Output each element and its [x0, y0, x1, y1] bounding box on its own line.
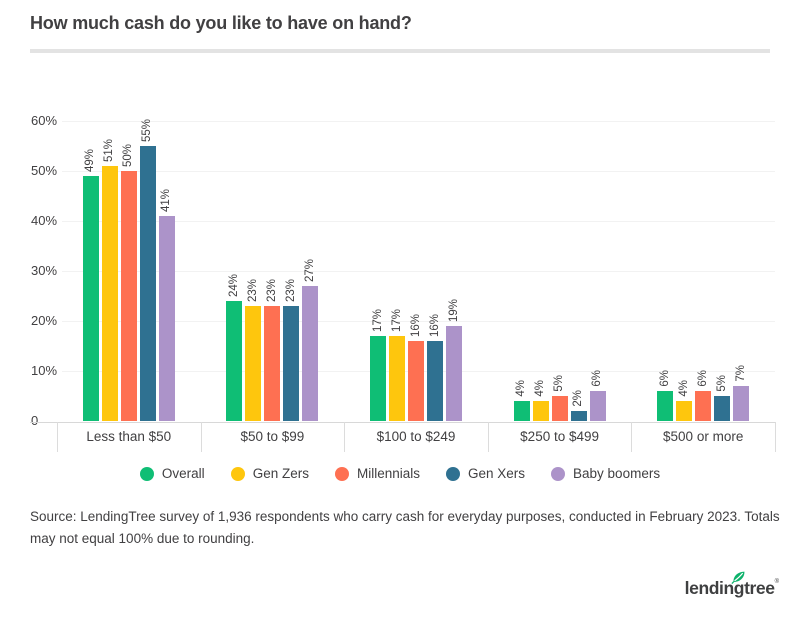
bar-value-label: 6%	[696, 370, 709, 387]
legend-swatch-icon	[446, 466, 460, 481]
bar-value-label: 17%	[371, 308, 384, 332]
category-divider	[631, 422, 633, 452]
bar-value-label: 5%	[553, 375, 566, 392]
gridline	[62, 121, 775, 122]
y-tick-label: 40%	[31, 213, 58, 228]
category-label: $250 to $499	[520, 429, 599, 444]
bar-baby-boomers	[589, 391, 606, 421]
y-tick-label: 30%	[31, 263, 58, 278]
bar-value-label: 7%	[734, 365, 747, 382]
bar-value-label: 4%	[534, 380, 547, 397]
bar-overall	[370, 336, 386, 421]
bar-value-label: 23%	[265, 278, 278, 302]
legend-item-gen-xers: Gen Xers	[446, 466, 525, 481]
bar-value-label: 55%	[141, 118, 154, 142]
bar-baby-boomers	[302, 286, 319, 421]
legend-swatch-icon	[551, 466, 566, 481]
legend-label: Overall	[161, 466, 205, 481]
bar-value-label: 51%	[103, 138, 116, 162]
bar-gen-zers	[245, 306, 262, 421]
legend-label: Gen Xers	[468, 466, 526, 481]
legend-label: Gen Zers	[252, 466, 309, 481]
source-note: Source: LendingTree survey of 1,936 resp…	[30, 509, 780, 546]
bar-value-label: 6%	[591, 370, 604, 387]
y-tick-label: 60%	[31, 113, 58, 128]
category-label: $500 or more	[663, 429, 744, 444]
legend: Overall Gen Zers Millennials Gen Xers Baby b…	[0, 466, 800, 481]
bar-value-label: 16%	[428, 313, 441, 337]
bar-baby-boomers	[733, 386, 750, 421]
bar-value-label: 4%	[515, 380, 528, 397]
legend-item-gen-zers: Gen Zers	[230, 466, 309, 481]
bar-value-label: 16%	[409, 313, 422, 337]
chart-title: How much cash do you like to have on han…	[30, 13, 412, 33]
bar-millennials	[695, 391, 712, 421]
gridline	[62, 171, 775, 172]
bar-gen-zers	[532, 401, 549, 421]
bar-overall	[226, 301, 243, 421]
gridline	[62, 221, 775, 222]
y-tick-label: 0	[31, 413, 39, 428]
bar-overall	[82, 176, 99, 421]
bar-gen-zers	[676, 401, 693, 421]
legend-item-overall: Overall	[139, 466, 205, 481]
logo-trademark: ®	[774, 579, 779, 585]
bar-value-label: 23%	[246, 278, 259, 302]
category-label: $50 to $99	[240, 429, 305, 444]
bar-gen-xers	[427, 341, 443, 421]
bar-millennials	[264, 306, 281, 421]
category-label: Less than $50	[86, 429, 172, 444]
legend-item-baby-boomers: Baby boomers	[551, 466, 660, 481]
category-divider	[57, 422, 58, 452]
y-tick-label: 20%	[31, 313, 58, 328]
bar-gen-xers	[139, 146, 156, 421]
bar-value-label: 2%	[572, 390, 585, 407]
category-label: $100 to $249	[376, 429, 456, 444]
bar-value-label: 50%	[122, 143, 135, 167]
leaf-icon	[731, 571, 745, 584]
bar-value-label: 41%	[160, 188, 173, 212]
legend-swatch-icon	[334, 466, 349, 481]
bar-value-label: 49%	[84, 148, 97, 172]
legend-label: Baby boomers	[573, 466, 661, 481]
gridline	[62, 321, 775, 322]
bar-overall	[657, 391, 674, 421]
title-divider	[30, 49, 770, 53]
bar-baby-boomers	[158, 216, 175, 421]
legend-label: Millennials	[356, 466, 420, 481]
x-axis-line	[30, 422, 775, 423]
bar-gen-xers	[570, 411, 587, 421]
logo-text: lendingtree	[684, 578, 775, 598]
category-divider	[200, 422, 202, 452]
bar-millennials	[408, 341, 424, 421]
bar-value-label: 4%	[677, 380, 690, 397]
bar-gen-zers	[101, 166, 118, 421]
bar-value-label: 27%	[303, 258, 316, 282]
bar-gen-zers	[389, 336, 405, 421]
bar-value-label: 19%	[447, 298, 460, 322]
legend-item-millennials: Millennials	[334, 466, 420, 481]
bar-baby-boomers	[446, 326, 462, 421]
bar-value-label: 5%	[715, 375, 728, 392]
bar-millennials	[551, 396, 568, 421]
bar-gen-xers	[283, 306, 300, 421]
bar-value-label: 6%	[658, 370, 671, 387]
bar-value-label: 23%	[284, 278, 297, 302]
category-divider	[775, 422, 776, 452]
category-divider	[344, 422, 346, 452]
lendingtree-logo: lendingtree®	[684, 571, 779, 604]
gridline	[62, 271, 775, 272]
y-tick-label: 50%	[31, 163, 58, 178]
y-tick-label: 10%	[31, 363, 58, 378]
bar-value-label: 24%	[227, 273, 240, 297]
bar-gen-xers	[714, 396, 731, 421]
bar-overall	[513, 401, 530, 421]
legend-swatch-icon	[139, 466, 154, 481]
category-divider	[487, 422, 489, 452]
bar-millennials	[120, 171, 137, 421]
bar-value-label: 17%	[390, 308, 403, 332]
legend-swatch-icon	[230, 466, 245, 481]
